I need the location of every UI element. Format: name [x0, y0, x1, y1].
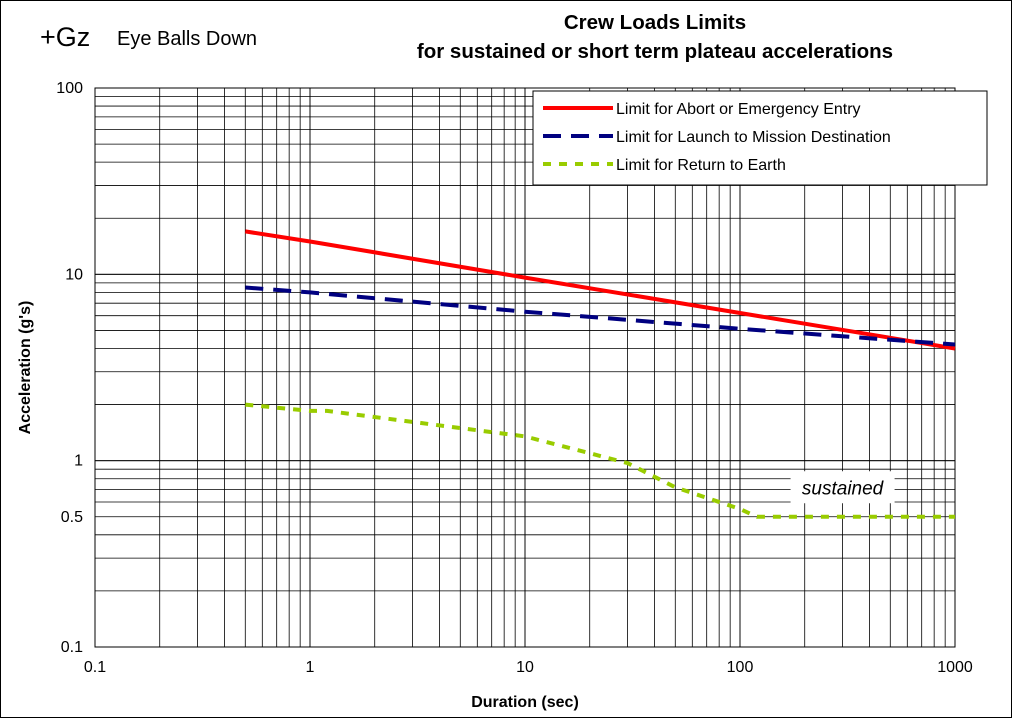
gz-axis-label: +Gz [40, 22, 91, 52]
annotation-background [790, 471, 895, 504]
x-tick-label: 1000 [937, 659, 973, 676]
annotations: sustained [790, 471, 895, 504]
chart-title-block: Crew Loads Limits for sustained or short… [330, 8, 980, 66]
y-tick-label: 10 [65, 266, 83, 283]
x-tick-label: 1 [306, 659, 315, 676]
y-tick-label: 1 [74, 453, 83, 470]
x-tick-label: 100 [727, 659, 754, 676]
x-axis-title: Duration (sec) [471, 694, 579, 711]
legend: Limit for Abort or Emergency Entry Limit … [532, 90, 988, 186]
series-line-2 [245, 285, 956, 347]
series [244, 229, 956, 519]
chart-title: Crew Loads Limits [563, 11, 747, 34]
chart-subtitle: for sustained or short term plateau acce… [416, 40, 894, 63]
plot-area [94, 87, 956, 648]
grid [94, 87, 956, 648]
y-tick-label: 100 [56, 80, 83, 97]
series-line-1 [244, 229, 956, 351]
legend-label: Limit for Abort or Emergency Entry [616, 101, 861, 118]
x-tick-label: 0.1 [84, 659, 106, 676]
y-axis-title: Acceleration (g's) [17, 301, 34, 435]
orientation-label: Eye Balls Down [117, 28, 258, 50]
tick-labels: 0.1 1 10 100 1000 0.1 0.5 1 10 100 [56, 80, 973, 676]
series-line-3 [245, 402, 955, 519]
y-tick-label: 0.1 [61, 639, 83, 656]
annotation-label: sustained [802, 478, 885, 499]
legend-label: Limit for Launch to Mission Destination [616, 129, 891, 146]
legend-label: Limit for Return to Earth [616, 157, 786, 174]
x-tick-label: 10 [516, 659, 534, 676]
y-tick-label: 0.5 [61, 509, 83, 526]
